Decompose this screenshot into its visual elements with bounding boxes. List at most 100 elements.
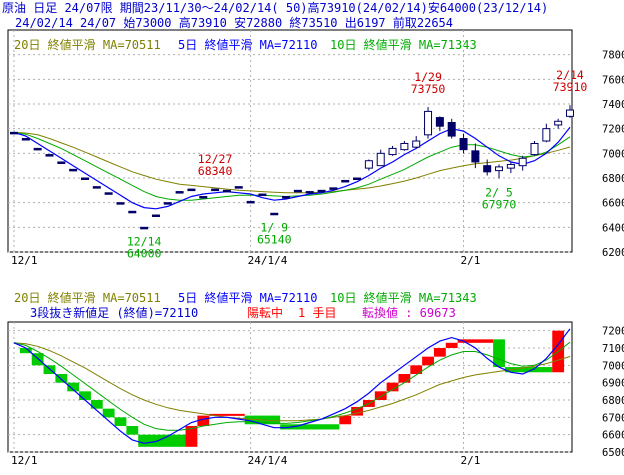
candle-body: [211, 188, 220, 192]
bottom-x-tick-label: 24/1/4: [248, 454, 288, 467]
chart-header-line2: 24/02/14 24/07 始73000 高73910 安72880 終735…: [15, 16, 454, 30]
candle-body: [566, 109, 574, 117]
candle-body: [246, 200, 255, 204]
candle-body: [21, 138, 30, 141]
legend-ma20-top: 20日 終値平滑 MA=70511: [14, 38, 161, 52]
candle-body: [542, 128, 551, 142]
kagi-brick: [67, 382, 80, 392]
bottom-frame: [7, 321, 573, 453]
ma20-line-bottom: [13, 342, 571, 422]
candle-body: [270, 212, 279, 216]
candle-body: [282, 196, 291, 199]
candle-body: [293, 189, 302, 193]
candle-body: [530, 142, 539, 156]
kagi-brick: [422, 356, 434, 366]
kagi-brick: [351, 406, 363, 416]
candle-body: [400, 142, 409, 151]
candle-body: [10, 131, 18, 135]
kagi-brick: [280, 424, 340, 430]
candle-body: [329, 187, 338, 190]
bottom-panel: 65000 66000 67000 68000 69000 70000 71000 72000…: [7, 321, 624, 467]
top-y-tick-label: 62000: [602, 247, 624, 259]
candle-body: [45, 154, 54, 157]
candle-body: [554, 120, 563, 126]
candle-body: [151, 214, 160, 217]
kagi-brick: [433, 348, 446, 357]
ma10-line-top: [13, 131, 571, 201]
annotation-date: 1/29: [414, 70, 442, 84]
bottom-y-tick-label: 65000: [602, 447, 624, 459]
top-y-tick-label: 76000: [602, 74, 624, 86]
kagi-brick: [185, 426, 198, 447]
candle-body: [305, 191, 314, 194]
chart-header-line1: 原油 日足 24/07限 期間23/11/30～24/02/14( 50)高73…: [2, 1, 549, 15]
kagi-brick: [114, 417, 127, 426]
candle-body: [258, 193, 267, 197]
annotation-value: 68340: [198, 164, 233, 178]
kagi-brick: [445, 342, 458, 348]
ma5-line-bottom: [13, 328, 571, 444]
legend-ma20-bottom: 20日 終値平滑 MA=70511: [14, 291, 161, 305]
annotation-value: 73750: [411, 82, 446, 96]
candle-body: [471, 150, 480, 163]
annotation-value: 65140: [257, 232, 292, 246]
kagi-brick: [138, 434, 186, 447]
kagi-brick: [209, 413, 245, 416]
ma5-line-top: [13, 126, 571, 210]
bottom-y-tick-label: 66000: [602, 430, 624, 442]
legend-ma10-top: 10日 終値平滑 MA=71343: [330, 38, 477, 52]
kagi-brick: [374, 391, 387, 400]
top-y-tick-label: 66000: [602, 198, 624, 210]
annotation-value: 67970: [482, 197, 517, 211]
annotation-date: 2/14: [556, 68, 584, 82]
kagi-brick: [504, 367, 553, 373]
candle-body: [187, 188, 196, 192]
candle-body: [33, 147, 42, 151]
top-y-tick-label: 70000: [602, 148, 624, 160]
top-y-tick-label: 74000: [602, 99, 624, 111]
bottom-x-tick-label: 12/1: [11, 454, 38, 467]
ma20-line-top: [13, 131, 571, 194]
kagi-count: 1 手目: [298, 306, 337, 320]
candle-body: [447, 122, 456, 137]
kagi-brick: [398, 374, 411, 383]
candle-body: [435, 117, 444, 127]
kagi-brick: [19, 348, 32, 354]
candle-body: [199, 196, 208, 199]
bottom-y-tick-label: 71000: [602, 343, 624, 355]
candle-body: [412, 140, 421, 148]
kagi-brick: [410, 365, 423, 374]
top-y-tick-label: 72000: [602, 124, 624, 136]
candle-body: [518, 157, 527, 167]
candle-body: [317, 189, 326, 193]
kagi-brick: [43, 365, 56, 374]
bottom-y-tick-label: 69000: [602, 378, 624, 390]
candle-body: [495, 166, 504, 172]
kagi-brick: [386, 382, 399, 392]
candle-body: [104, 192, 113, 195]
candle-body: [388, 147, 397, 156]
candle-body: [364, 160, 373, 169]
kagi-brick: [102, 408, 115, 418]
top-panel: 62000 64000 66000 68000 70000 72000 74000 76000…: [7, 29, 624, 267]
annotation-date: 1/ 9: [260, 220, 288, 234]
bottom-y-tick-label: 67000: [602, 412, 624, 424]
kagi-brick: [457, 339, 494, 343]
candle-body: [341, 179, 350, 183]
bottom-x-tick-label: 2/1: [461, 454, 481, 467]
candle-body: [175, 191, 184, 194]
candle-body: [353, 177, 362, 180]
candle-body: [57, 161, 66, 164]
bottom-y-tick-label: 70000: [602, 360, 624, 372]
kagi-state: 陽転中: [247, 306, 284, 320]
top-frame: [7, 29, 573, 253]
candle-body: [506, 163, 515, 169]
bottom-y-tick-label: 68000: [602, 395, 624, 407]
candle-body: [92, 186, 101, 189]
candle-body: [483, 165, 492, 173]
annotation-value: 73910: [553, 80, 588, 94]
legend-ma10-bottom: 10日 終値平滑 MA=71343: [330, 291, 477, 305]
annotation-date: 2/ 5: [485, 185, 513, 199]
candle-body: [116, 202, 125, 205]
kagi-brick: [90, 400, 103, 409]
